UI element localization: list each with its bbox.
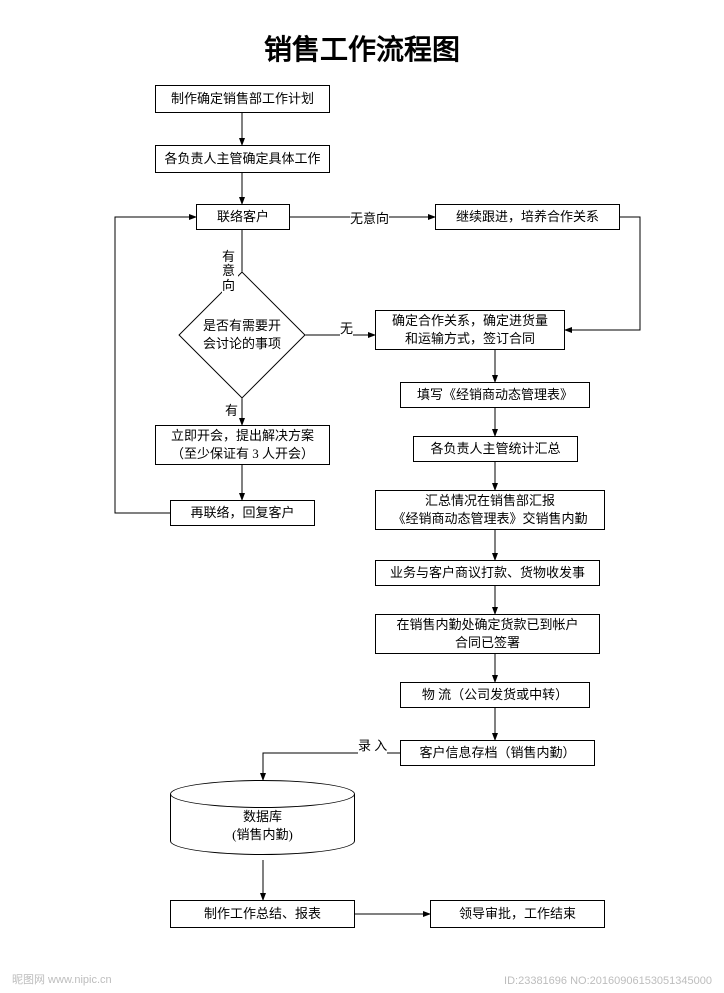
node-n15: 制作工作总结、报表 (170, 900, 355, 928)
edge-label: 录 入 (358, 735, 387, 754)
node-n4: 继续跟进，培养合作关系 (435, 204, 620, 230)
node-db: 数据库(销售内勤) (170, 780, 355, 855)
node-n3: 联络客户 (196, 204, 290, 230)
page-title: 销售工作流程图 (0, 28, 724, 68)
edge-label: 有意向 (222, 250, 238, 293)
node-n7: 立即开会，提出解决方案（至少保证有 3 人开会） (155, 425, 330, 465)
edge-label: 无意向 (350, 208, 389, 227)
node-n5: 确定合作关系，确定进货量和运输方式，签订合同 (375, 310, 565, 350)
node-n14: 客户信息存档（销售内勤） (400, 740, 595, 766)
edge-label: 有 (225, 400, 238, 419)
node-n12: 在销售内勤处确定货款已到帐户合同已签署 (375, 614, 600, 654)
watermark-left: 昵图网 www.nipic.cn (12, 971, 112, 987)
node-n16: 领导审批，工作结束 (430, 900, 605, 928)
edge-label: 无 (340, 318, 353, 337)
watermark-right: ID:23381696 NO:20160906153051345000 (504, 975, 712, 987)
node-n10: 汇总情况在销售部汇报《经销商动态管理表》交销售内勤 (375, 490, 605, 530)
node-n6: 填写《经销商动态管理表》 (400, 382, 590, 408)
node-d1: 是否有需要开会讨论的事项 (197, 290, 287, 380)
node-n13: 物 流（公司发货或中转） (400, 682, 590, 708)
node-n11: 业务与客户商议打款、货物收发事 (375, 560, 600, 586)
flow-edges (0, 0, 724, 993)
node-n1: 制作确定销售部工作计划 (155, 85, 330, 113)
node-n9: 再联络，回复客户 (170, 500, 315, 526)
node-n8: 各负责人主管统计汇总 (413, 436, 578, 462)
node-n2: 各负责人主管确定具体工作 (155, 145, 330, 173)
